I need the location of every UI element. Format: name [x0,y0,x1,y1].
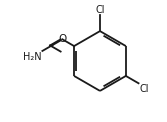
Text: O: O [58,34,67,44]
Text: Cl: Cl [95,5,105,15]
Text: Cl: Cl [139,84,149,94]
Text: H₂N: H₂N [23,51,42,61]
